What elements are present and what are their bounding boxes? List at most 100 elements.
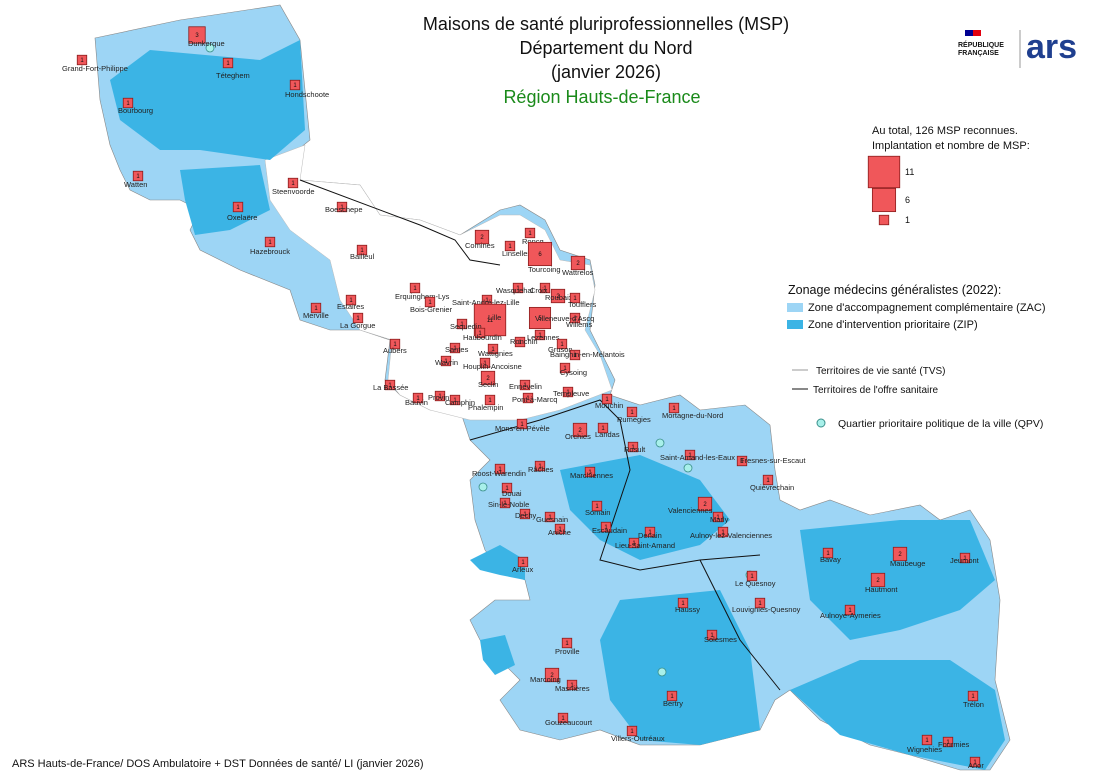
place-label: Ronchin <box>510 337 538 346</box>
msp-count: 1 <box>428 300 432 306</box>
msp-marker <box>456 318 468 330</box>
place-label: Watten <box>124 180 147 189</box>
place-label: Trélon <box>963 700 984 709</box>
zip-area <box>180 165 270 235</box>
title-line: Département du Nord <box>519 38 692 58</box>
place-label: Rosult <box>624 445 646 454</box>
msp-marker <box>697 496 713 512</box>
msp-marker <box>562 386 574 398</box>
place-label: Wattignies <box>478 349 513 358</box>
logo-text: RÉPUBLIQUE <box>958 40 1004 49</box>
msp-marker <box>345 294 357 306</box>
place-label: Quiévrechain <box>750 483 794 492</box>
zip-area <box>790 660 1005 770</box>
msp-count: 1 <box>438 394 442 400</box>
place-label: Ennevelin <box>509 382 542 391</box>
msp-count: 2 <box>876 578 880 584</box>
msp-count: 2 <box>486 376 490 382</box>
place-label: Estaires <box>337 302 364 311</box>
msp-marker <box>484 394 496 406</box>
msp-marker <box>356 244 368 256</box>
place-label: Saint-Amand-les-Eaux <box>660 453 735 462</box>
ars-logo: ars <box>1026 28 1077 66</box>
place-label: Villers-Outréaux <box>611 734 665 743</box>
msp-count: 1 <box>561 716 565 722</box>
msp-count: 1 <box>548 515 552 521</box>
msp-count: 1 <box>516 286 520 292</box>
place-label: Roncq <box>522 237 544 246</box>
msp-marker <box>534 329 546 341</box>
msp-marker <box>499 497 511 509</box>
place-label: Toufflers <box>568 300 596 309</box>
place-label: Aniche <box>548 528 571 537</box>
msp-marker <box>969 756 981 768</box>
msp-count: 1 <box>740 459 744 465</box>
place-label: Mons-en-Pévèle <box>495 424 550 433</box>
place-label: Douai <box>502 489 522 498</box>
msp-count: 1 <box>393 342 397 348</box>
msp-count: 5 <box>538 316 542 322</box>
place-label: Wignehies <box>907 745 942 754</box>
msp-marker <box>870 572 886 588</box>
place-label: Maubeuge <box>890 559 925 568</box>
place-label: Marcoing <box>530 675 561 684</box>
title-line: Maisons de santé pluriprofessionnelles (… <box>423 14 789 34</box>
msp-count: 1 <box>340 205 344 211</box>
msp-marker <box>591 500 603 512</box>
msp-count: 1 <box>236 205 240 211</box>
msp-marker <box>310 302 322 314</box>
zip-area <box>480 635 515 675</box>
msp-marker <box>569 292 581 304</box>
msp-count: 1 <box>573 353 577 359</box>
place-label: Steenvoorde <box>272 187 315 196</box>
place-label: Wattrelos <box>562 268 594 277</box>
title-line: (janvier 2026) <box>551 62 661 82</box>
msp-count: 1 <box>523 512 527 518</box>
place-label: Landas <box>595 430 620 439</box>
msp-marker <box>474 229 490 245</box>
msp-marker <box>132 170 144 182</box>
msp-count: 1 <box>946 740 950 746</box>
msp-marker <box>601 393 613 405</box>
legend-size-label: 11 <box>905 167 914 177</box>
place-label: Wasquehal <box>496 286 534 295</box>
msp-count: 1 <box>460 322 464 328</box>
msp-count: 1 <box>226 61 230 67</box>
msp-count: 1 <box>488 398 492 404</box>
msp-marker <box>409 282 421 294</box>
place-label: Escaudain <box>592 526 627 535</box>
msp-marker <box>449 342 461 354</box>
msp-count: 1 <box>563 366 567 372</box>
zip-area <box>470 545 525 580</box>
msp-count: 1 <box>388 383 392 389</box>
msp-marker <box>434 390 446 402</box>
place-label: Rumegies <box>617 415 651 424</box>
msp-count: 1 <box>688 453 692 459</box>
msp-marker <box>561 637 573 649</box>
place-label: Anor <box>968 761 984 770</box>
msp-count: 2 <box>556 294 560 300</box>
msp-count: 1 <box>588 470 592 476</box>
legend-text: Implantation et nombre de MSP: <box>872 140 1030 152</box>
msp-marker <box>222 57 234 69</box>
place-label: Arleux <box>512 565 534 574</box>
region: Région Hauts-de-France <box>503 87 700 107</box>
msp-marker <box>871 187 897 213</box>
msp-marker <box>501 482 513 494</box>
place-label: Marly <box>710 515 729 524</box>
msp-marker <box>449 394 461 406</box>
msp-marker <box>736 455 748 467</box>
msp-count: 1 <box>136 174 140 180</box>
msp-count: 1 <box>601 426 605 432</box>
msp-marker <box>122 97 134 109</box>
msp-count: 1 <box>523 383 527 389</box>
flag-red <box>973 30 981 36</box>
legend-text: Territoires de vie santé (TVS) <box>816 366 946 377</box>
tos-border <box>469 399 761 571</box>
msp-marker <box>762 474 774 486</box>
msp-count: 11 <box>487 318 494 324</box>
place-label: Bourbourg <box>118 106 153 115</box>
msp-count: 1 <box>528 231 532 237</box>
